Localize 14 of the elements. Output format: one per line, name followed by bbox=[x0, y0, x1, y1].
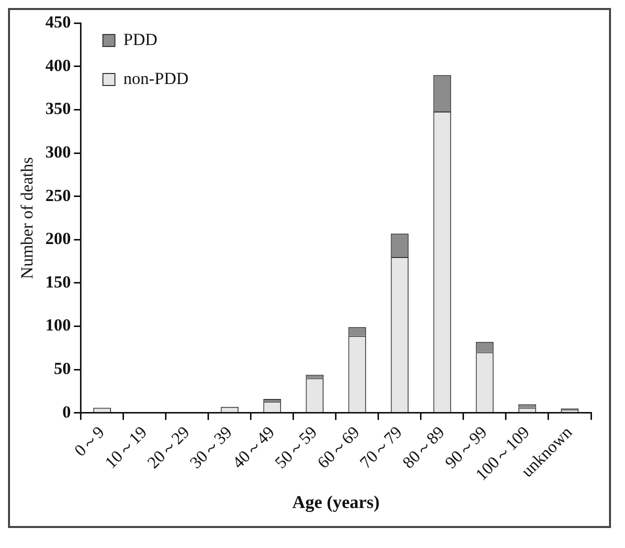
y-tick-label: 150 bbox=[45, 272, 71, 292]
x-axis-title: Age (years) bbox=[292, 492, 380, 512]
y-tick-label: 400 bbox=[45, 56, 71, 75]
y-tick-label: 50 bbox=[54, 358, 71, 378]
y-tick-label: 450 bbox=[45, 12, 71, 32]
legend-label: non-PDD bbox=[123, 68, 189, 88]
y-tick-label: 200 bbox=[45, 229, 71, 248]
y-tick-label: 300 bbox=[45, 142, 71, 162]
legend-label: PDD bbox=[123, 30, 158, 49]
y-tick-label: 0 bbox=[62, 402, 71, 422]
y-tick-label: 350 bbox=[45, 99, 71, 118]
y-tick-label: 250 bbox=[45, 186, 71, 205]
y-axis-title: Number of deaths bbox=[18, 157, 37, 279]
y-tick-label: 100 bbox=[45, 316, 71, 335]
